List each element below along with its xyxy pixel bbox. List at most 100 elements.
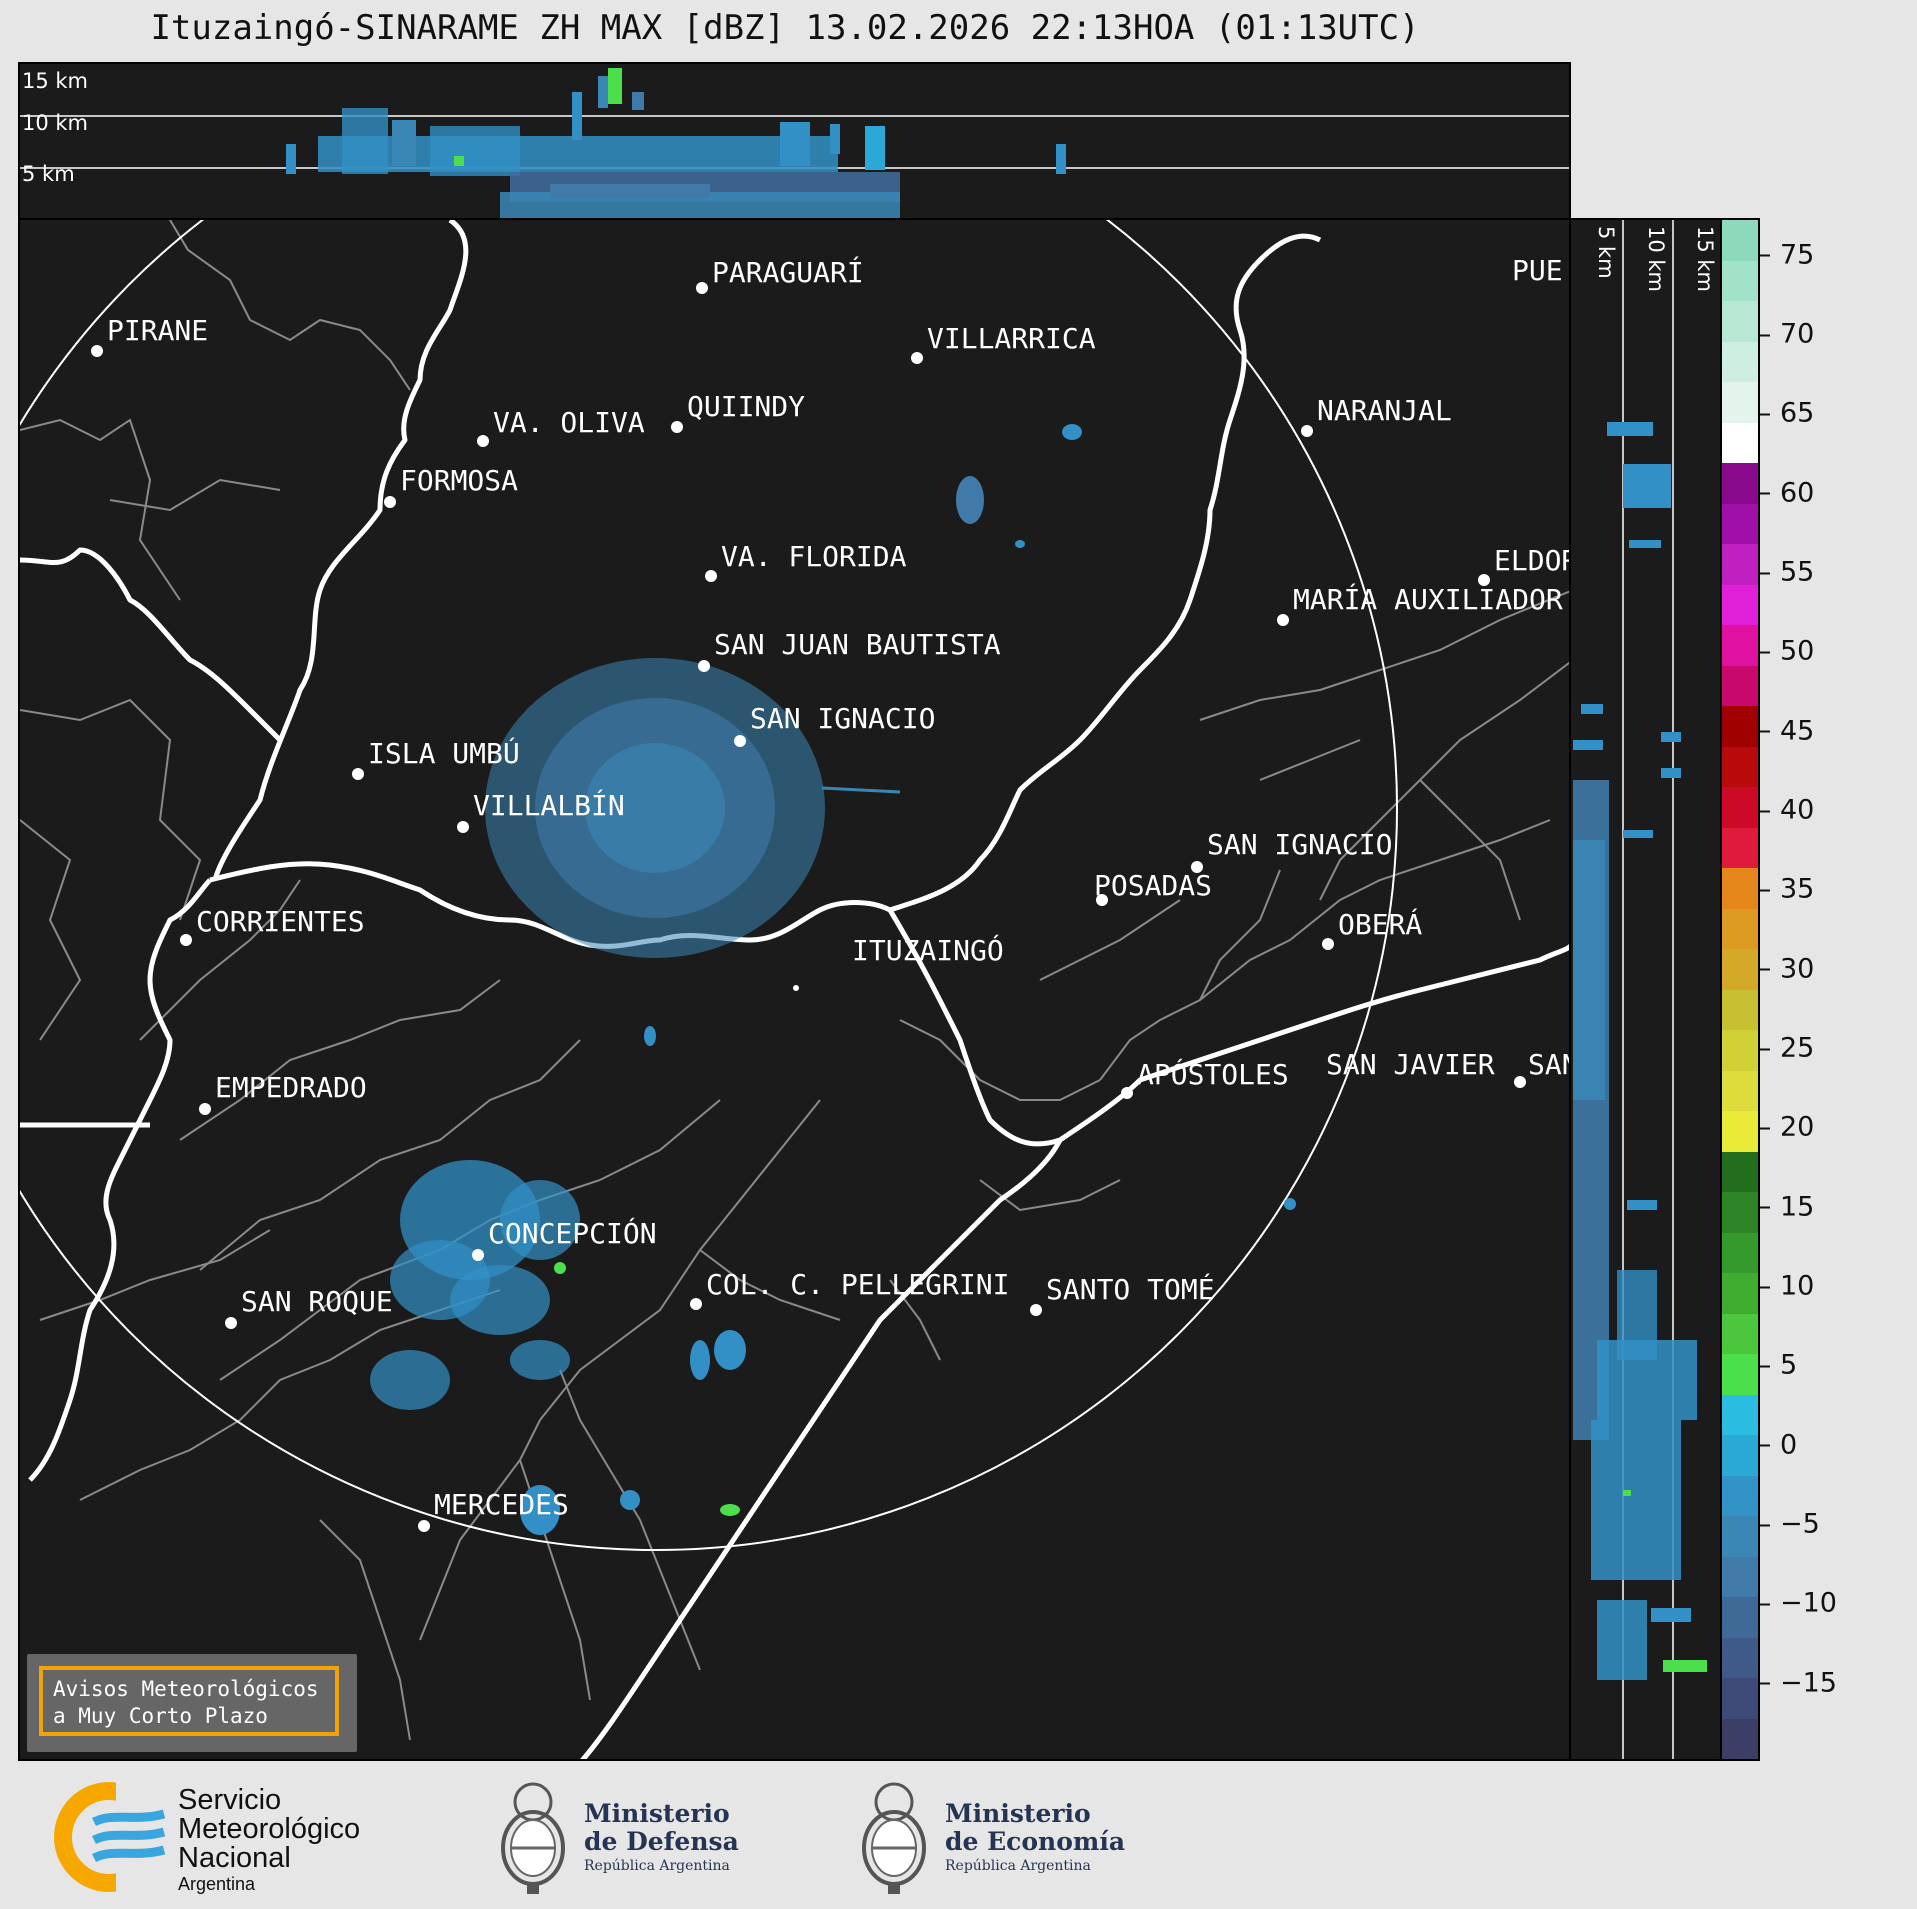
colorbar-segment [1722,1637,1758,1678]
colorbar-segment [1722,301,1758,342]
colorbar-segment [1722,746,1758,787]
colorbar-segment [1722,1354,1758,1395]
side-alt-label-10: 10 km [1644,226,1668,292]
city-mercedes: MERCEDES [418,1488,569,1532]
colorbar-tick-label: 20 [1760,1112,1814,1143]
top-profile-svg: 15 km 10 km 5 km [20,68,1569,218]
notice-line1: Avisos Meteorológicos [53,1677,319,1701]
colorbar-segment [1722,1232,1758,1273]
city-formosa: FORMOSA [384,464,518,508]
colorbar-segment [1722,1556,1758,1597]
city-posadas: POSADAS [1094,869,1212,906]
svg-text:PIRANE: PIRANE [107,314,208,347]
city-san-javier: SAN JAVIER [1326,1048,1495,1081]
svg-text:SAN ROQUE: SAN ROQUE [241,1285,393,1318]
top-alt-label-15: 15 km [22,69,88,93]
svg-text:ELDOR: ELDOR [1494,544,1571,577]
side-alt-label-5: 5 km [1594,226,1618,279]
colorbar-segment [1722,625,1758,666]
city-san-edge: SAN [1514,1048,1569,1088]
colorbar-tick-label: 25 [1760,1033,1814,1064]
colorbar [1720,218,1760,1761]
colorbar-tick-label: 0 [1760,1429,1797,1460]
colorbar-segment [1722,1111,1758,1152]
svg-text:MARÍA AUXILIADOR: MARÍA AUXILIADOR [1293,582,1563,616]
smn-wordmark: Servicio Meteorológico Nacional Argentin… [178,1784,361,1895]
colorbar-tick-label: 40 [1760,795,1814,826]
map-svg: PARAGUARÍ VILLARRICA PIRANE QUIINDY VA. … [20,220,1571,1759]
colorbar-tick-label: 70 [1760,319,1814,350]
svg-text:MERCEDES: MERCEDES [434,1488,569,1521]
economia-logo: Ministerio de Economía República Argenti… [855,1772,1175,1897]
colorbar-tick-label: 50 [1760,636,1814,667]
figure-title: Ituzaingó-SINARAME ZH MAX [dBZ] 13.02.20… [150,8,1420,48]
colorbar-segment [1722,503,1758,544]
city-paraguari: PARAGUARÍ [696,255,864,294]
colorbar-tick-label: 65 [1760,398,1814,429]
svg-text:SAN JUAN BAUTISTA: SAN JUAN BAUTISTA [714,628,1001,661]
colorbar-segment [1722,1678,1758,1719]
city-san-roque: SAN ROQUE [225,1285,393,1329]
city-eldor: ELDOR [1478,544,1571,586]
city-col-c-pellegrini: COL. C. PELLEGRINI [690,1268,1009,1310]
national-boundaries [20,220,1569,1759]
colorbar-tick-label: 30 [1760,953,1814,984]
svg-text:EMPEDRADO: EMPEDRADO [215,1071,367,1104]
svg-text:SAN IGNACIO: SAN IGNACIO [1207,828,1392,861]
warning-notice: Avisos Meteorológicos a Muy Corto Plazo [27,1654,357,1752]
svg-text:QUIINDY: QUIINDY [687,390,805,423]
svg-text:CORRIENTES: CORRIENTES [196,905,365,938]
svg-text:SAN IGNACIO: SAN IGNACIO [750,702,935,735]
colorbar-segment [1722,868,1758,909]
colorbar-segment [1722,463,1758,504]
city-va-oliva: VA. OLIVA [477,406,645,447]
colorbar-tick-label: 35 [1760,874,1814,905]
colorbar-segment [1722,341,1758,382]
side-vertical-profile: 5 km 10 km 15 km [1569,218,1722,1761]
colorbar-segment [1722,1475,1758,1516]
colorbar-gradient [1722,220,1758,1759]
colorbar-segment [1722,382,1758,423]
colorbar-segment [1722,1435,1758,1476]
svg-text:VILLALBÍN: VILLALBÍN [473,788,625,822]
top-profile-echoes [286,68,1066,218]
city-concepcion: CONCEPCIÓN [472,1216,657,1261]
colorbar-segment [1722,1273,1758,1314]
svg-text:PUE: PUE [1512,254,1563,287]
warning-notice-frame: Avisos Meteorológicos a Muy Corto Plazo [39,1666,339,1736]
economia-wordmark: Ministerio de Economía República Argenti… [945,1799,1126,1875]
defensa-logo: Ministerio de Defensa República Argentin… [494,1772,794,1897]
city-apostoles: APÓSTOLES [1121,1057,1289,1099]
city-corrientes: CORRIENTES [180,905,365,946]
colorbar-segment [1722,1070,1758,1111]
colorbar-segment [1722,544,1758,585]
svg-text:VA. OLIVA: VA. OLIVA [493,406,645,439]
colorbar-tick-label: 5 [1760,1350,1797,1381]
top-vertical-profile: 15 km 10 km 5 km [18,62,1571,220]
city-va-florida: VA. FLORIDA [705,540,907,582]
colorbar-segment [1722,1192,1758,1233]
svg-text:FORMOSA: FORMOSA [400,464,518,497]
svg-text:VA. FLORIDA: VA. FLORIDA [721,540,907,573]
colorbar-segment [1722,1151,1758,1192]
city-san-ignacio-py: SAN IGNACIO [734,702,935,747]
colorbar-tick-label: 45 [1760,715,1814,746]
side-profile-echoes [1573,422,1707,1680]
svg-text:ITUZAINGÓ: ITUZAINGÓ [852,933,1004,967]
colorbar-segment [1722,949,1758,990]
department-boundaries [20,220,1569,1741]
colorbar-segment [1722,908,1758,949]
smn-emblem-icon [54,1782,174,1892]
colorbar-segment [1722,1030,1758,1071]
city-san-juan-bautista: SAN JUAN BAUTISTA [698,628,1001,672]
city-naranjal: NARANJAL [1301,394,1452,437]
city-empedrado: EMPEDRADO [199,1071,367,1115]
svg-text:VILLARRICA: VILLARRICA [927,322,1096,355]
city-santo-tome: SANTO TOMÉ [1030,1272,1215,1316]
colorbar-tick-label: −15 [1760,1667,1837,1698]
svg-text:ISLA UMBÚ: ISLA UMBÚ [368,736,520,770]
colorbar-segment [1722,989,1758,1030]
colorbar-segment [1722,220,1758,261]
radar-range-ring [20,220,1398,1551]
